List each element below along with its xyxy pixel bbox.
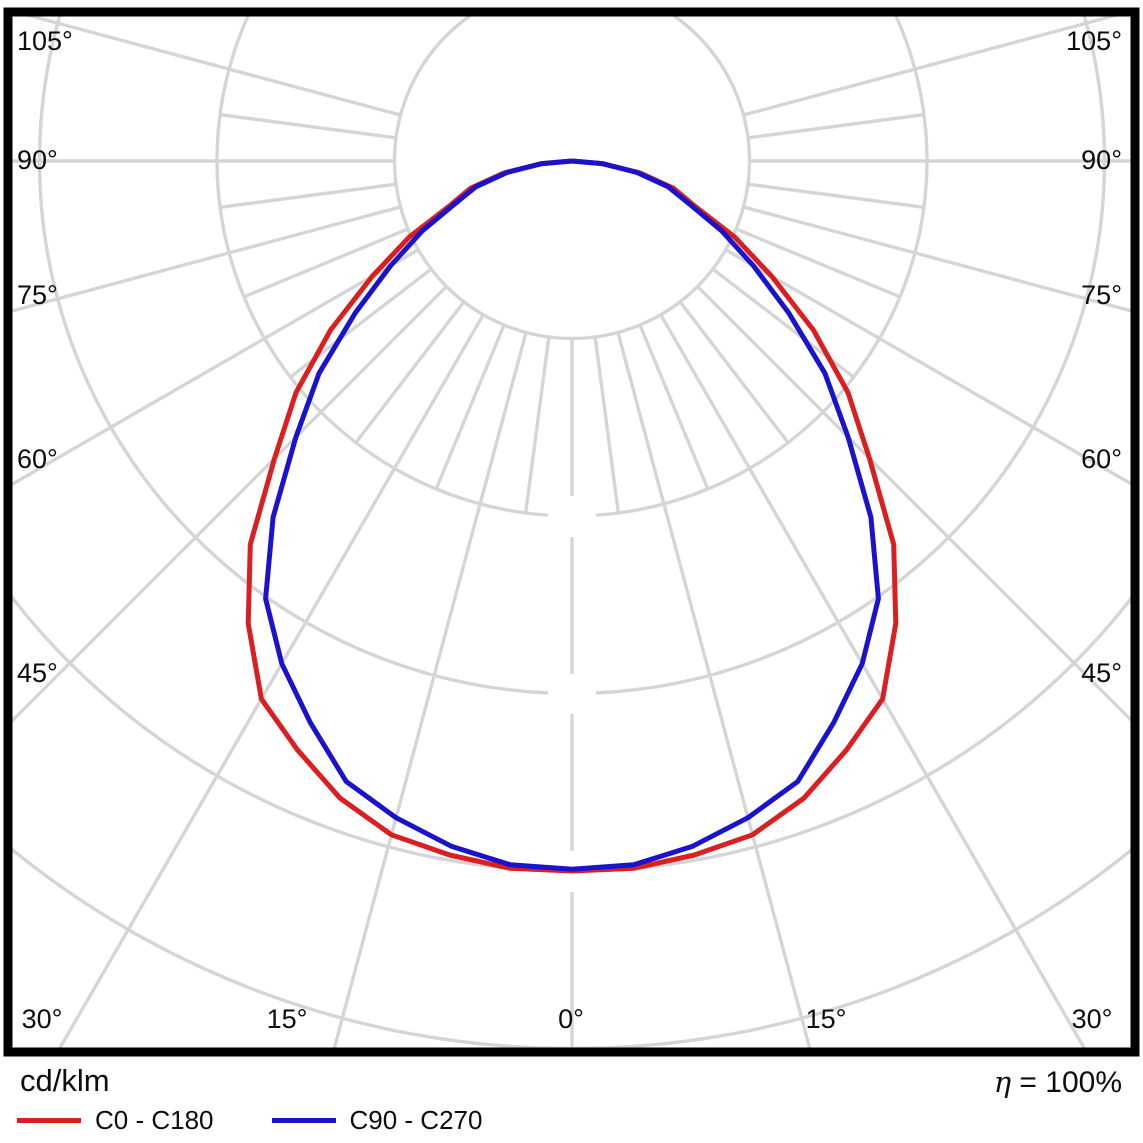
angle-label: 30° — [1072, 1004, 1113, 1034]
angle-label: 0° — [558, 1004, 584, 1034]
grid-short-spoke — [747, 182, 925, 210]
grid-ring — [12, 845, 1134, 1048]
plot-frame — [3, 7, 1140, 1057]
grid-short-spoke — [523, 336, 551, 514]
angle-label: 105° — [17, 26, 73, 56]
grid-short-spoke — [678, 300, 790, 444]
angle-label: 15° — [267, 1004, 308, 1034]
grid-spoke — [743, 16, 1118, 117]
legend-label-c0-c180: C0 - C180 — [95, 1105, 214, 1135]
legend-label-c90-c270: C90 - C270 — [349, 1105, 483, 1135]
grid-ring — [215, 16, 929, 517]
grid-spoke — [12, 205, 401, 313]
light-output-ratio: η = 100% — [994, 1065, 1122, 1100]
angle-label: 45° — [1081, 658, 1122, 688]
grid-short-spoke — [638, 324, 710, 490]
angle-label: 15° — [806, 1004, 847, 1034]
grid-short-spoke — [593, 336, 621, 514]
angle-labels: 105° 90° 75° 60° 45° 30° 15° 0° 15° 30° 45° 60° 75° 9… — [17, 26, 1122, 1034]
legend-item-c90-c270: C90 - C270 — [271, 1105, 483, 1136]
grid-spoke — [616, 332, 812, 1048]
angle-label: 90° — [1081, 145, 1122, 175]
grid-spoke — [58, 313, 485, 1048]
eta-value: = 100% — [1019, 1066, 1122, 1099]
angle-label: 105° — [1066, 26, 1122, 56]
unit-label: cd/klm — [20, 1063, 110, 1098]
legend-item-c0-c180: C0 - C180 — [17, 1105, 214, 1136]
grid-short-spoke — [219, 112, 397, 140]
grid-spoke — [12, 285, 448, 723]
grid-short-spoke — [735, 227, 901, 299]
grid-spoke — [724, 248, 1134, 488]
grid-short-spoke — [354, 300, 466, 444]
angle-label: 30° — [22, 1004, 63, 1034]
angle-label: 75° — [1081, 280, 1122, 310]
grid-spoke — [696, 285, 1134, 725]
angle-label: 90° — [17, 145, 58, 175]
curve-c90-c270 — [263, 158, 881, 872]
red-line-swatch — [17, 1118, 81, 1123]
grid-spoke — [659, 313, 1086, 1048]
grid-ring — [392, 16, 752, 341]
angle-label: 60° — [1081, 444, 1122, 474]
angle-label: 75° — [17, 280, 58, 310]
grid-short-spoke — [747, 112, 925, 140]
polar-plot: 105° 90° 75° 60° 45° 30° 15° 0° 15° 30° 45° 60° 75° 9… — [3, 7, 1140, 1057]
grid-spoke — [743, 205, 1134, 314]
grid-short-spoke — [219, 182, 397, 210]
grid-short-spoke — [243, 227, 409, 299]
eta-symbol: η — [993, 1065, 1012, 1099]
grid-ring — [37, 16, 1107, 695]
diagram-footer: cd/klm η = 100% C0 - C180 C90 - C270 — [0, 1057, 1143, 1143]
blue-line-swatch — [271, 1118, 336, 1123]
polar-grid — [12, 16, 1134, 1048]
grid-spoke — [332, 332, 528, 1048]
grid-spoke — [12, 248, 420, 486]
grid-spoke — [26, 16, 401, 117]
legend: C0 - C180 C90 - C270 — [17, 1105, 482, 1136]
angle-label: 60° — [17, 444, 58, 474]
grid-short-spoke — [434, 324, 506, 490]
angle-label: 45° — [17, 658, 58, 688]
